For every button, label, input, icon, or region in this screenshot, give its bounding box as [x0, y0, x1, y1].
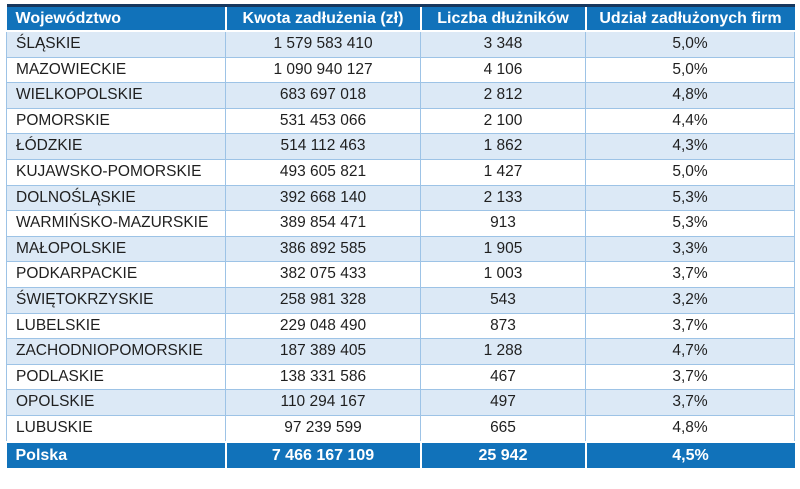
debt-amount-value: 110 294 167 [225, 389, 421, 416]
table-body: ŚLĄSKIE 1 579 583 410 3 348 5,0% MAZOWIECKIE… [6, 30, 795, 443]
debtor-count-value: 873 [420, 312, 586, 340]
indebted-firms-share-value: 3,2% [585, 286, 795, 314]
debtor-count-value: 665 [420, 414, 586, 443]
debtor-count-value: 543 [420, 286, 586, 314]
debtor-count-value: 2 133 [420, 184, 586, 212]
indebted-firms-share-value: 5,3% [585, 210, 795, 237]
voivodeship-name: MAZOWIECKIE [6, 56, 226, 84]
column-header-kwota-zadluzenia: Kwota zadłużenia (zł) [225, 4, 422, 32]
indebted-firms-share-value: 4,8% [585, 414, 795, 443]
debtor-count-value: 1 427 [420, 158, 586, 186]
voivodeship-name: ŚWIĘTOKRZYSKIE [6, 286, 226, 314]
column-header-wojewodztwo: Województwo [6, 4, 227, 32]
debtor-count-value: 497 [420, 389, 586, 416]
voivodeship-name: LUBELSKIE [6, 312, 226, 340]
table-row: OPOLSKIE 110 294 167 497 3,7% [6, 389, 795, 416]
debt-amount-value: 382 075 433 [225, 261, 421, 288]
debt-amount-value: 1 579 583 410 [225, 30, 421, 58]
table-row: ŚWIĘTOKRZYSKIE 258 981 328 543 3,2% [6, 286, 795, 314]
voivodeship-name: WARMIŃSKO-MAZURSKIE [6, 210, 226, 237]
debt-amount-value: 229 048 490 [225, 312, 421, 340]
debt-amount-value: 493 605 821 [225, 158, 421, 186]
voivodeship-name: ŚLĄSKIE [6, 30, 226, 58]
indebted-firms-share-value: 5,0% [585, 56, 795, 84]
voivodeship-debt-table: Województwo Kwota zadłużenia (zł) Liczba… [6, 4, 795, 468]
total-row: Polska 7 466 167 109 25 942 4,5% [6, 440, 795, 468]
indebted-firms-share-value: 3,7% [585, 261, 795, 288]
total-kwota-zadluzenia: 7 466 167 109 [225, 440, 422, 468]
voivodeship-name: PODKARPACKIE [6, 261, 226, 288]
debtor-count-value: 467 [420, 363, 586, 391]
voivodeship-name: ŁÓDZKIE [6, 133, 226, 160]
table-row: PODKARPACKIE 382 075 433 1 003 3,7% [6, 261, 795, 288]
table-row: ŚLĄSKIE 1 579 583 410 3 348 5,0% [6, 30, 795, 58]
debtor-count-value: 1 288 [420, 338, 586, 365]
debtor-count-value: 2 812 [420, 82, 586, 109]
debtor-count-value: 913 [420, 210, 586, 237]
indebted-firms-share-value: 3,7% [585, 363, 795, 391]
table-footer: Polska 7 466 167 109 25 942 4,5% [6, 440, 795, 468]
table-row: MAZOWIECKIE 1 090 940 127 4 106 5,0% [6, 56, 795, 84]
table-row: ZACHODNIOPOMORSKIE 187 389 405 1 288 4,7% [6, 338, 795, 365]
table-row: PODLASKIE 138 331 586 467 3,7% [6, 363, 795, 391]
indebted-firms-share-value: 3,3% [585, 235, 795, 263]
voivodeship-name: ZACHODNIOPOMORSKIE [6, 338, 226, 365]
total-row-label: Polska [6, 440, 227, 468]
table-row: POMORSKIE 531 453 066 2 100 4,4% [6, 107, 795, 135]
table-row: LUBUSKIE 97 239 599 665 4,8% [6, 414, 795, 443]
column-header-liczba-dluznikow: Liczba dłużników [420, 4, 587, 32]
debt-amount-value: 187 389 405 [225, 338, 421, 365]
voivodeship-name: POMORSKIE [6, 107, 226, 135]
voivodeship-name: MAŁOPOLSKIE [6, 235, 226, 263]
debt-amount-value: 683 697 018 [225, 82, 421, 109]
indebted-firms-share-value: 3,7% [585, 389, 795, 416]
debt-amount-value: 386 892 585 [225, 235, 421, 263]
table-row: ŁÓDZKIE 514 112 463 1 862 4,3% [6, 133, 795, 160]
debt-amount-value: 514 112 463 [225, 133, 421, 160]
indebted-firms-share-value: 3,7% [585, 312, 795, 340]
table-row: DOLNOŚLĄSKIE 392 668 140 2 133 5,3% [6, 184, 795, 212]
indebted-firms-share-value: 4,3% [585, 133, 795, 160]
debtor-count-value: 3 348 [420, 30, 586, 58]
indebted-firms-share-value: 4,8% [585, 82, 795, 109]
voivodeship-name: WIELKOPOLSKIE [6, 82, 226, 109]
debtor-count-value: 1 905 [420, 235, 586, 263]
debt-amount-value: 392 668 140 [225, 184, 421, 212]
voivodeship-name: PODLASKIE [6, 363, 226, 391]
total-liczba-dluznikow: 25 942 [420, 440, 587, 468]
indebted-firms-share-value: 5,0% [585, 30, 795, 58]
table-row: WARMIŃSKO-MAZURSKIE 389 854 471 913 5,3% [6, 210, 795, 237]
table-row: KUJAWSKO-POMORSKIE 493 605 821 1 427 5,0% [6, 158, 795, 186]
table-header: Województwo Kwota zadłużenia (zł) Liczba… [6, 4, 795, 32]
table-row: MAŁOPOLSKIE 386 892 585 1 905 3,3% [6, 235, 795, 263]
voivodeship-name: KUJAWSKO-POMORSKIE [6, 158, 226, 186]
debtor-count-value: 4 106 [420, 56, 586, 84]
table-row: LUBELSKIE 229 048 490 873 3,7% [6, 312, 795, 340]
debtor-count-value: 2 100 [420, 107, 586, 135]
debt-amount-value: 389 854 471 [225, 210, 421, 237]
header-row: Województwo Kwota zadłużenia (zł) Liczba… [6, 4, 795, 32]
debt-amount-value: 97 239 599 [225, 414, 421, 443]
debt-amount-value: 138 331 586 [225, 363, 421, 391]
debtor-count-value: 1 862 [420, 133, 586, 160]
debt-amount-value: 531 453 066 [225, 107, 421, 135]
total-udzial-zadluzonych-firm: 4,5% [585, 440, 795, 468]
column-header-udzial-zadluzonych-firm: Udział zadłużonych firm [585, 4, 795, 32]
voivodeship-name: LUBUSKIE [6, 414, 226, 443]
indebted-firms-share-value: 5,0% [585, 158, 795, 186]
indebted-firms-share-value: 4,4% [585, 107, 795, 135]
indebted-firms-share-value: 5,3% [585, 184, 795, 212]
debt-amount-value: 1 090 940 127 [225, 56, 421, 84]
debtor-count-value: 1 003 [420, 261, 586, 288]
voivodeship-name: OPOLSKIE [6, 389, 226, 416]
debt-amount-value: 258 981 328 [225, 286, 421, 314]
table-row: WIELKOPOLSKIE 683 697 018 2 812 4,8% [6, 82, 795, 109]
voivodeship-name: DOLNOŚLĄSKIE [6, 184, 226, 212]
indebted-firms-share-value: 4,7% [585, 338, 795, 365]
